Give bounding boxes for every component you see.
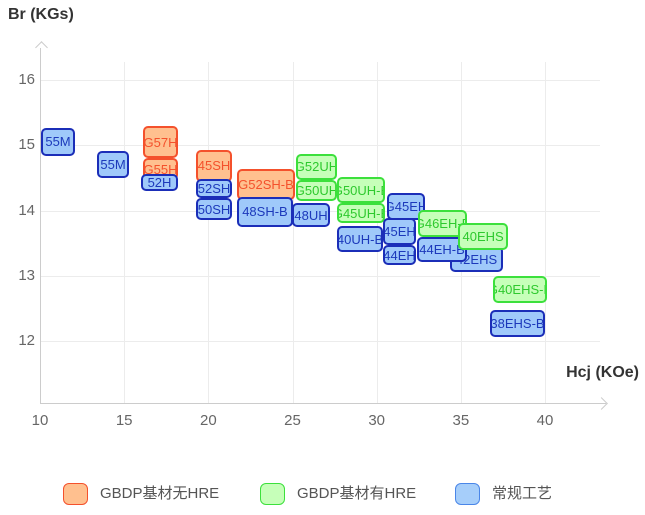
legend-item-conventional[interactable]: 常规工艺 (455, 482, 552, 506)
x-tick-label: 25 (284, 412, 301, 429)
grade-box-55m[interactable]: 55M (97, 151, 130, 178)
grade-box-g50uh-b[interactable]: G50UH-B (336, 177, 386, 204)
y-tick-label: 13 (18, 266, 35, 284)
grade-box-48uh[interactable]: 48UH (291, 203, 331, 227)
y-tick-label: 14 (18, 201, 35, 219)
legend-label: 常规工艺 (492, 485, 553, 502)
grade-box-40ehs[interactable]: 40EHS (458, 222, 509, 251)
grade-box-52h[interactable]: 52H (141, 173, 179, 191)
grade-box-44eh[interactable]: 44EH (383, 245, 417, 266)
y-axis-title: Br (KGs) (8, 6, 74, 23)
y-tick-label: 12 (18, 332, 35, 349)
y-axis-arrow-up-icon (34, 41, 48, 54)
gridline-v (124, 62, 126, 403)
legend-swatch-gbdp-hre (260, 483, 285, 505)
legend-label: GBDP基材无HRE (100, 485, 220, 502)
legend-item-gbdp-no-hre[interactable]: GBDP基材无HRE (63, 482, 219, 506)
grade-box-g57h[interactable]: G57H (143, 126, 179, 159)
grade-box-48sh-b[interactable]: 48SH-B (236, 196, 293, 227)
grade-box-50sh[interactable]: 50SH (196, 198, 233, 221)
gridline-h (40, 80, 600, 81)
grade-box-45sh[interactable]: 45SH (196, 149, 233, 182)
x-axis-title: Hcj (KOe) (566, 364, 639, 381)
x-tick-label: 35 (452, 412, 470, 429)
y-tick-label: 15 (18, 136, 35, 154)
x-tick-label: 10 (31, 412, 49, 429)
grade-box-52sh[interactable]: 52SH (196, 179, 233, 199)
y-tick-label: 16 (18, 71, 35, 88)
x-tick-label: 40 (536, 412, 554, 429)
x-tick-label: 20 (199, 412, 217, 429)
legend-swatch-gbdp-no-hre (63, 483, 88, 505)
x-axis-line (40, 403, 606, 404)
x-tick-label: 15 (115, 412, 133, 429)
gridline-h (40, 275, 600, 277)
grade-box-g40ehs-b[interactable]: G40EHS-B (492, 275, 548, 304)
gridline-v (545, 62, 546, 403)
gridline-h (40, 341, 600, 342)
gridline-h (40, 145, 600, 147)
grade-box-g45uh-b[interactable]: G45UH-B (336, 203, 386, 223)
grade-box-g52sh-b[interactable]: G52SH-B (236, 168, 295, 201)
grade-box-55m[interactable]: 55M (41, 128, 75, 156)
legend-swatch-conventional (455, 483, 480, 505)
grade-box-45eh[interactable]: 45EH (383, 218, 417, 246)
grade-box-40uh-b[interactable]: 40UH-B (336, 226, 384, 253)
x-axis-arrow-right-icon (595, 397, 608, 410)
grade-box-38ehs-b[interactable]: 38EHS-B (489, 310, 545, 338)
legend-item-gbdp-hre[interactable]: GBDP基材有HRE (260, 482, 416, 506)
legend-label: GBDP基材有HRE (297, 485, 417, 502)
gridline-v (292, 62, 294, 403)
x-tick-label: 30 (368, 412, 385, 429)
grade-box-g52uh[interactable]: G52UH (296, 153, 337, 180)
gridline-v (208, 62, 210, 403)
grade-box-g50uh[interactable]: G50UH (296, 179, 337, 201)
y-axis-line (40, 48, 41, 403)
